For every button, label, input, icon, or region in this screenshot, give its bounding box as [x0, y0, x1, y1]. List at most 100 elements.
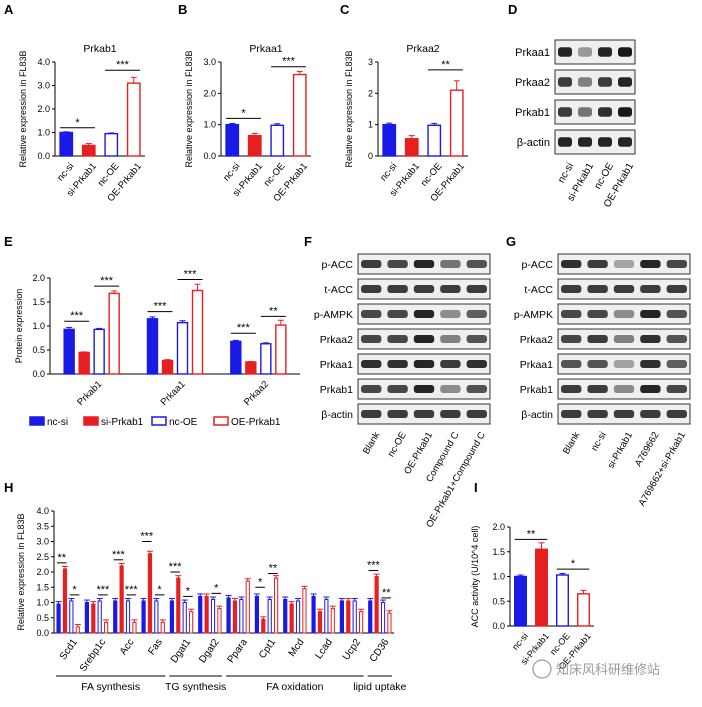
chart-e-significance-label: ** [269, 305, 278, 317]
blot-g-band [640, 335, 661, 343]
western-blot-f: p-ACC t-ACC p-AMPK Prkaa2 Prkaa1 Prkab1 β-acti… [314, 253, 491, 530]
panel-letter-h: H [4, 480, 13, 495]
chart-h-bar-lcad-oe-prkab1 [330, 608, 335, 634]
blot-g-band [613, 360, 635, 368]
blot-f-band [413, 285, 435, 293]
chart-a-bar-oe-prkab1 [126, 82, 141, 157]
chart-h-bar-cpt1-si-prkab1 [261, 618, 266, 634]
chart-i-y-axis-label: ACC activity (U/10^4 cell) [470, 526, 480, 628]
chart-h-bar-dgat2-nc-oe [210, 598, 216, 634]
blot-g-band [640, 260, 661, 268]
blot-d-band [598, 47, 612, 57]
blot-f-lane-label: nc-OE [386, 430, 409, 459]
blot-f-band [361, 285, 382, 293]
watermark-text: 知床风科研维修站 [556, 662, 660, 677]
blot-d-band [558, 107, 572, 117]
chart-c-bar-nc-si [382, 123, 397, 157]
chart-a-bar-nc-si [59, 131, 74, 157]
blot-g-band [587, 360, 608, 368]
chart-h-significance-label: *** [169, 561, 183, 573]
chart-h-significance-label: ** [269, 563, 278, 575]
chart-h-significance-label: *** [112, 549, 126, 561]
chart-e-bar-prkaa2-nc-si [230, 340, 242, 375]
chart-h-bar-ucp2-nc-oe [352, 600, 357, 634]
chart-h-bar-fas-nc-si [141, 600, 146, 634]
chart-prkaa1: 0.0 1.0 2.0 3.0 Prkaa1 Relative expression in… [184, 43, 311, 204]
chart-a-y-tick-label: 2.0 [37, 104, 50, 114]
chart-h-bar-lcad-nc-oe [324, 598, 329, 634]
blot-g-lane-label: A769662 [633, 430, 662, 468]
chart-c-y-axis-label: Relative expression in FL83B [344, 50, 354, 167]
blot-g-band [640, 285, 661, 293]
chart-i-x-tick-label: nc-si [510, 631, 530, 652]
chart-h-y-tick-label: 4.0 [36, 506, 49, 516]
blot-g-band [640, 410, 661, 418]
chart-h-bar-acc-oe-prkab1 [132, 621, 137, 634]
chart-h-y-tick-label: 1.0 [36, 598, 49, 608]
chart-a-significance-label: * [75, 117, 80, 129]
blot-g-band [561, 335, 582, 343]
chart-e-bar-prkaa2-nc-oe [260, 343, 272, 375]
chart-h-bar-ucp2-si-prkab1 [346, 600, 351, 634]
legend-swatch-si-prkab1 [83, 416, 99, 426]
chart-h-significance-label: *** [367, 559, 381, 571]
chart-h-x-tick-label: Scd1 [58, 637, 80, 662]
watermark: 知床风科研维修站 [532, 659, 660, 679]
legend-swatch-oe-prkab1 [213, 416, 229, 426]
blot-f-band [466, 385, 487, 393]
chart-h-bar-dgat1-oe-prkab1 [189, 611, 194, 634]
chart-e-x-tick-label: Prkaa2 [242, 379, 271, 408]
chart-h-y-tick-label: 1.5 [36, 582, 49, 592]
chart-e-significance-label: *** [237, 322, 251, 334]
blot-g-band [666, 310, 687, 318]
blot-d-band [558, 47, 572, 57]
chart-h-bar-dgat2-nc-si [198, 595, 203, 634]
chart-h-y-tick-label: 2.0 [36, 567, 49, 577]
chart-i-y-tick-label: 1.0 [492, 572, 505, 582]
blot-g-band [613, 260, 635, 268]
chart-e-bar-prkaa1-oe-prkab1 [191, 289, 204, 375]
chart-h-group-label: lipid uptake [353, 681, 406, 693]
chart-h-significance-label: * [258, 576, 263, 588]
chart-e-significance-label: *** [184, 268, 198, 280]
blot-g-row-label: Prkab1 [520, 384, 553, 396]
chart-e-y-tick-label: 0.0 [32, 369, 45, 379]
chart-i-y-tick-label: 0.0 [492, 621, 505, 631]
chart-protein-expression: 0.0 0.5 1.0 1.5 2.0 Protein expression Prkab1 P… [14, 268, 300, 428]
blot-g-lane-label: Blank [561, 430, 583, 456]
chart-b-bar-nc-si [225, 123, 240, 157]
blot-f-band [413, 260, 435, 268]
chart-e-x-tick-label: Prkaa1 [159, 379, 188, 408]
blot-f-band [440, 360, 461, 368]
chart-e-bar-prkab1-oe-prkab1 [108, 292, 120, 375]
chart-h-x-tick-label: Dgat2 [197, 637, 222, 666]
chart-h-x-tick-label: Ucp2 [341, 637, 364, 663]
chart-a-y-axis-label: Relative expression in FL83B [18, 50, 28, 167]
chart-b-y-tick-label: 2.0 [203, 88, 216, 98]
western-blot-d: Prkaa1Prkaa2Prkab1β-actinnc-sisi-Prkab1n… [515, 39, 636, 210]
chart-h-bar-acc-si-prkab1 [119, 565, 124, 634]
blot-g-band [640, 360, 661, 368]
chart-c-y-tick-label: 1 [368, 120, 373, 130]
blot-g-band [613, 385, 635, 393]
chart-h-bar-cpt1-nc-si [254, 595, 260, 634]
chart-e-y-tick-label: 2.0 [32, 273, 45, 283]
chart-a-bar-nc-oe [104, 132, 119, 157]
chart-gene-expression: 0.0 0.5 1.0 1.5 2.0 2.5 3.0 3.5 4.0 Relative expr… [16, 506, 407, 693]
chart-h-bar-cd36-nc-si [368, 600, 373, 634]
chart-h-y-tick-label: 2.5 [36, 552, 49, 562]
chart-c-bar-si-prkab1 [404, 138, 419, 157]
chart-e-bar-prkaa1-si-prkab1 [161, 359, 174, 375]
chart-h-x-tick-label: Srebp1c [78, 637, 108, 674]
chart-h-significance-label: ** [57, 552, 66, 564]
chart-b-bar-oe-prkab1 [292, 73, 307, 157]
chart-h-x-tick-label: Ppara [226, 637, 251, 666]
blot-f-band [440, 385, 461, 393]
blot-g-band [587, 310, 608, 318]
blot-f-band [413, 335, 435, 343]
chart-h-x-tick-label: Acc [118, 637, 137, 657]
chart-e-bar-prkaa1-nc-oe [176, 321, 189, 375]
chart-i-bar-oe-prkab1 [577, 593, 590, 627]
blot-d-band [578, 77, 592, 87]
